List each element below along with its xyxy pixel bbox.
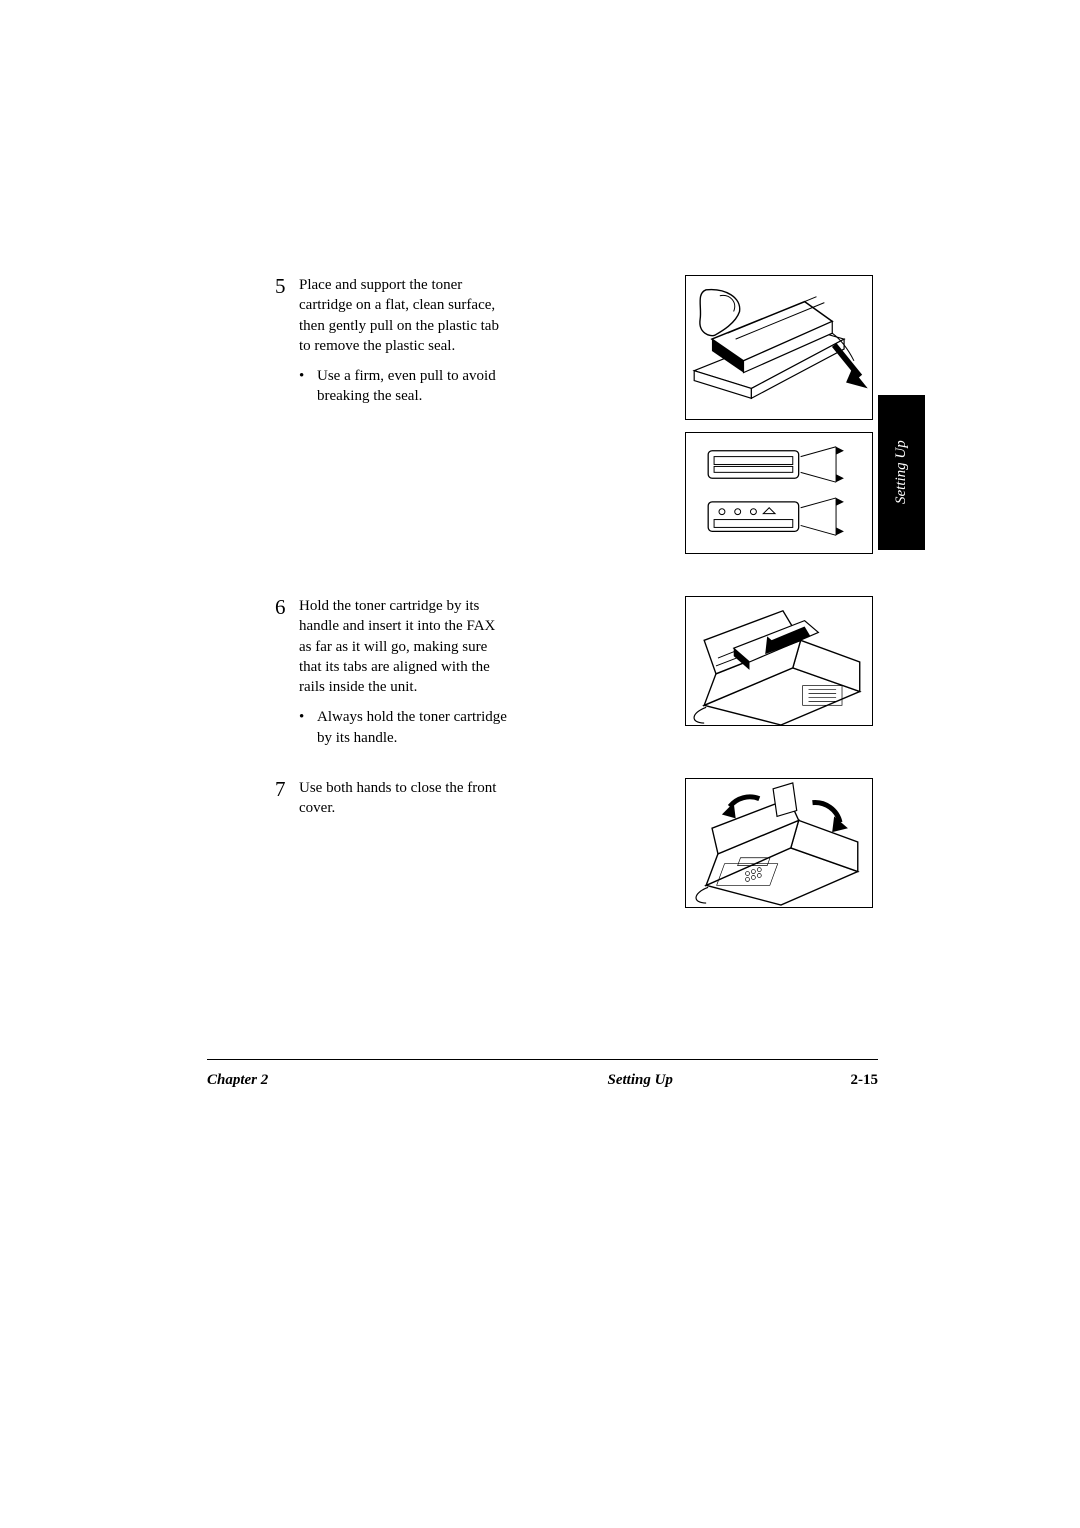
step-number: 7: [275, 778, 299, 801]
step-text: Use both hands to close the front cover.: [299, 780, 496, 816]
illustration-icon: [686, 779, 872, 907]
figure-column: [685, 596, 875, 738]
step-body: Place and support the toner cartridge on…: [299, 275, 517, 407]
step-5: 5 Place and support the toner cartridge …: [275, 275, 875, 566]
figure-cartridge-views: [685, 432, 873, 554]
footer: Chapter 2 Setting Up 2-15: [207, 1072, 878, 1089]
step-subtext: Always hold the toner cartridge by its h…: [299, 707, 509, 748]
step-text: Place and support the toner cartridge on…: [299, 277, 499, 354]
figure-insert-cartridge: [685, 596, 873, 726]
figure-column: [685, 275, 875, 566]
side-tab-label: Setting Up: [893, 441, 910, 505]
figure-column: [685, 778, 875, 920]
step-6: 6 Hold the toner cartridge by its handle…: [275, 596, 875, 748]
side-tab: Setting Up: [878, 395, 925, 550]
content-area: 5 Place and support the toner cartridge …: [275, 275, 875, 950]
figure-close-cover: [685, 778, 873, 908]
step-number: 5: [275, 275, 299, 298]
step-text: Hold the toner cartridge by its handle a…: [299, 598, 495, 695]
footer-rule: [207, 1059, 878, 1060]
illustration-icon: [686, 276, 872, 419]
footer-section: Setting Up: [608, 1072, 673, 1089]
footer-chapter: Chapter 2: [207, 1072, 268, 1089]
step-body: Hold the toner cartridge by its handle a…: [299, 596, 517, 748]
page: Setting Up 5 Place and support the toner…: [0, 0, 1080, 1528]
illustration-icon: [686, 597, 872, 725]
step-number: 6: [275, 596, 299, 619]
step-body: Use both hands to close the front cover.: [299, 778, 517, 819]
step-subtext: Use a firm, even pull to avoid breaking …: [299, 366, 509, 407]
figure-pull-seal: [685, 275, 873, 420]
footer-page: 2-15: [851, 1072, 879, 1089]
illustration-icon: [686, 433, 872, 553]
step-7: 7 Use both hands to close the front cove…: [275, 778, 875, 920]
